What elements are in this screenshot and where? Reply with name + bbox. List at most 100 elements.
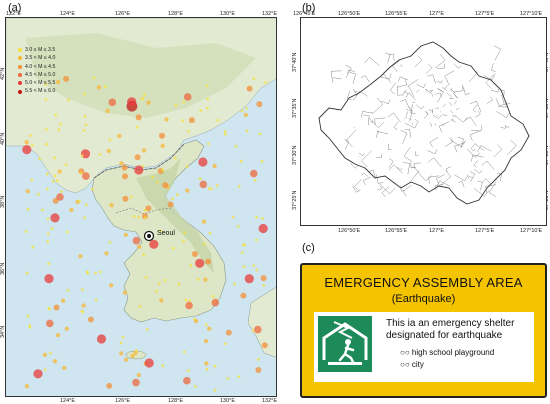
earthquake-dot bbox=[208, 187, 211, 190]
tick-label: 37°35'N bbox=[292, 99, 298, 118]
earthquake-dot bbox=[32, 246, 35, 249]
seoul-outline bbox=[319, 42, 529, 204]
district-boundary bbox=[354, 89, 358, 92]
earthquake-dot bbox=[205, 259, 211, 265]
earthquake-dot bbox=[33, 369, 42, 378]
seoul-district-map[interactable] bbox=[300, 17, 547, 226]
earthquake-dot bbox=[145, 276, 148, 279]
earthquake-dot bbox=[224, 130, 227, 133]
earthquake-dot bbox=[206, 84, 209, 87]
earthquake-dot bbox=[247, 86, 253, 92]
sign-description: This ia an emergency shelter designated … bbox=[386, 318, 536, 342]
tick-label: 127°10'E bbox=[520, 228, 542, 234]
legend-label: 5.0 < M ≤ 5.5 bbox=[25, 79, 55, 87]
earthquake-dot bbox=[85, 124, 88, 127]
earthquake-dot bbox=[47, 233, 50, 236]
earthquake-dot bbox=[44, 274, 53, 283]
earthquake-dot bbox=[27, 315, 30, 318]
earthquake-dot bbox=[85, 203, 88, 206]
earthquake-dot bbox=[54, 114, 57, 117]
earthquake-dot bbox=[135, 349, 138, 352]
earthquake-dot bbox=[181, 119, 184, 122]
district-boundary bbox=[350, 72, 356, 84]
district-boundary bbox=[331, 71, 341, 78]
earthquake-dot bbox=[214, 365, 217, 368]
earthquake-dot bbox=[119, 351, 123, 355]
earthquake-dot bbox=[159, 133, 165, 139]
earthquake-dot bbox=[242, 265, 245, 268]
earthquake-dot bbox=[58, 169, 62, 173]
earthquake-dot bbox=[149, 240, 158, 249]
earthquake-dot bbox=[78, 200, 81, 203]
earthquake-dot bbox=[65, 327, 69, 331]
land-japan bbox=[248, 286, 277, 358]
seoul-marker-center bbox=[147, 234, 151, 238]
earthquake-dot bbox=[117, 134, 121, 138]
earthquake-dot bbox=[25, 384, 29, 388]
earthquake-dot bbox=[69, 208, 73, 212]
earthquake-dot bbox=[162, 182, 168, 188]
earthquake-dot bbox=[120, 342, 123, 345]
earthquake-dot bbox=[189, 264, 192, 267]
earthquake-dot bbox=[146, 101, 150, 105]
earthquake-dot bbox=[255, 367, 261, 373]
earthquake-dot bbox=[37, 193, 40, 196]
earthquake-dot bbox=[127, 97, 136, 106]
earthquake-dot bbox=[136, 114, 142, 120]
earthquake-dot bbox=[261, 160, 264, 163]
district-boundary bbox=[332, 78, 342, 84]
district-boundary bbox=[486, 185, 496, 193]
earthquake-dot bbox=[130, 354, 134, 358]
earthquake-dot bbox=[238, 185, 241, 188]
earthquake-dot bbox=[246, 129, 249, 132]
sign-location-line: ○○ high school playground bbox=[400, 348, 494, 357]
earthquake-dot bbox=[65, 163, 68, 166]
earthquake-dot bbox=[241, 251, 244, 254]
earthquake-dot bbox=[226, 377, 229, 380]
earthquake-dot bbox=[137, 216, 140, 219]
tick-label: 130°E bbox=[220, 398, 235, 404]
tick-label: 37°25'N bbox=[292, 191, 298, 210]
earthquake-dot bbox=[54, 305, 60, 311]
earthquake-dot bbox=[46, 188, 49, 191]
earthquake-dot bbox=[161, 169, 164, 172]
earthquake-dot bbox=[255, 216, 258, 219]
earthquake-dot bbox=[198, 157, 207, 166]
earthquake-dot bbox=[99, 153, 102, 156]
earthquake-dot bbox=[109, 283, 113, 287]
earthquake-dot bbox=[183, 351, 186, 354]
legend-item: 4.0 < M ≤ 4.5 bbox=[18, 63, 78, 71]
sign-subtitle: (Earthquake) bbox=[302, 293, 545, 305]
earthquake-dot bbox=[53, 175, 56, 178]
earthquake-dot bbox=[185, 302, 193, 310]
district-boundary bbox=[363, 177, 370, 185]
earthquake-dot bbox=[29, 134, 32, 137]
earthquake-dot bbox=[56, 179, 59, 182]
tick-label: 126°55'E bbox=[385, 228, 407, 234]
earthquake-dot bbox=[81, 310, 84, 313]
earthquake-dot bbox=[164, 279, 167, 282]
earthquake-dot bbox=[124, 358, 128, 362]
earthquake-dot bbox=[158, 282, 161, 285]
sign-content-box: This ia an emergency shelter designated … bbox=[314, 312, 534, 382]
earthquake-dot bbox=[43, 353, 47, 357]
earthquake-dot bbox=[124, 233, 128, 237]
earthquake-dot bbox=[155, 290, 158, 293]
earthquake-dot bbox=[25, 230, 28, 233]
district-boundary bbox=[361, 76, 369, 83]
earthquake-dot bbox=[122, 165, 128, 171]
legend-item: 5.0 < M ≤ 5.5 bbox=[18, 79, 78, 87]
earthquake-dot bbox=[262, 342, 268, 348]
earthquake-dot bbox=[172, 247, 175, 250]
earthquake-dot bbox=[245, 274, 254, 283]
earthquake-dot bbox=[83, 216, 86, 219]
earthquake-dot bbox=[244, 113, 248, 117]
earthquake-dot bbox=[60, 190, 63, 193]
earthquake-dot bbox=[66, 231, 69, 234]
earthquake-dot bbox=[31, 144, 34, 147]
earthquake-dot bbox=[240, 293, 246, 299]
earthquake-dot bbox=[255, 269, 258, 272]
tick-label: 126°50'E bbox=[338, 228, 360, 234]
earthquake-dot bbox=[240, 160, 243, 163]
